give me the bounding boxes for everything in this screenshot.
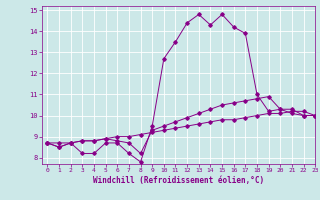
X-axis label: Windchill (Refroidissement éolien,°C): Windchill (Refroidissement éolien,°C) [93, 176, 264, 185]
